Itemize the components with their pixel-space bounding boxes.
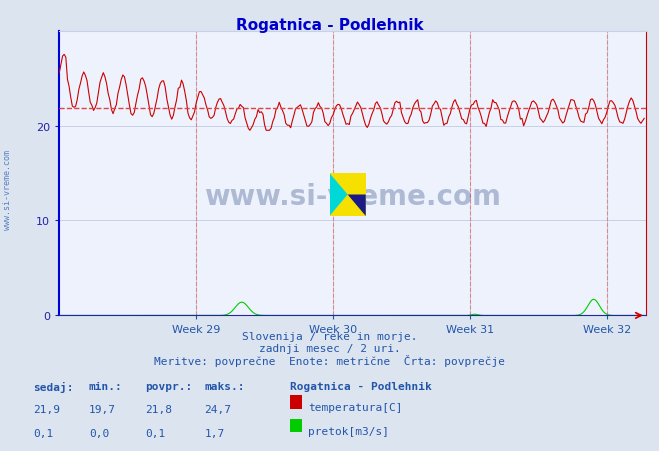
Text: Meritve: povprečne  Enote: metrične  Črta: povprečje: Meritve: povprečne Enote: metrične Črta:… <box>154 354 505 366</box>
Text: 0,0: 0,0 <box>89 428 109 438</box>
Text: min.:: min.: <box>89 381 123 391</box>
Text: 21,8: 21,8 <box>145 405 172 414</box>
Text: 0,1: 0,1 <box>145 428 165 438</box>
Text: www.si-vreme.com: www.si-vreme.com <box>3 150 13 229</box>
Text: 1,7: 1,7 <box>204 428 225 438</box>
Text: Rogatnica - Podlehnik: Rogatnica - Podlehnik <box>290 381 432 391</box>
Text: sedaj:: sedaj: <box>33 381 73 392</box>
Text: povpr.:: povpr.: <box>145 381 192 391</box>
Text: pretok[m3/s]: pretok[m3/s] <box>308 426 389 436</box>
Text: 24,7: 24,7 <box>204 405 231 414</box>
Text: 21,9: 21,9 <box>33 405 60 414</box>
Text: 19,7: 19,7 <box>89 405 116 414</box>
Polygon shape <box>330 174 348 216</box>
Polygon shape <box>348 195 366 216</box>
Text: www.si-vreme.com: www.si-vreme.com <box>204 182 501 210</box>
Text: 0,1: 0,1 <box>33 428 53 438</box>
Text: maks.:: maks.: <box>204 381 244 391</box>
Text: Slovenija / reke in morje.: Slovenija / reke in morje. <box>242 331 417 341</box>
Text: zadnji mesec / 2 uri.: zadnji mesec / 2 uri. <box>258 343 401 353</box>
Text: Rogatnica - Podlehnik: Rogatnica - Podlehnik <box>236 18 423 33</box>
Text: temperatura[C]: temperatura[C] <box>308 402 403 412</box>
